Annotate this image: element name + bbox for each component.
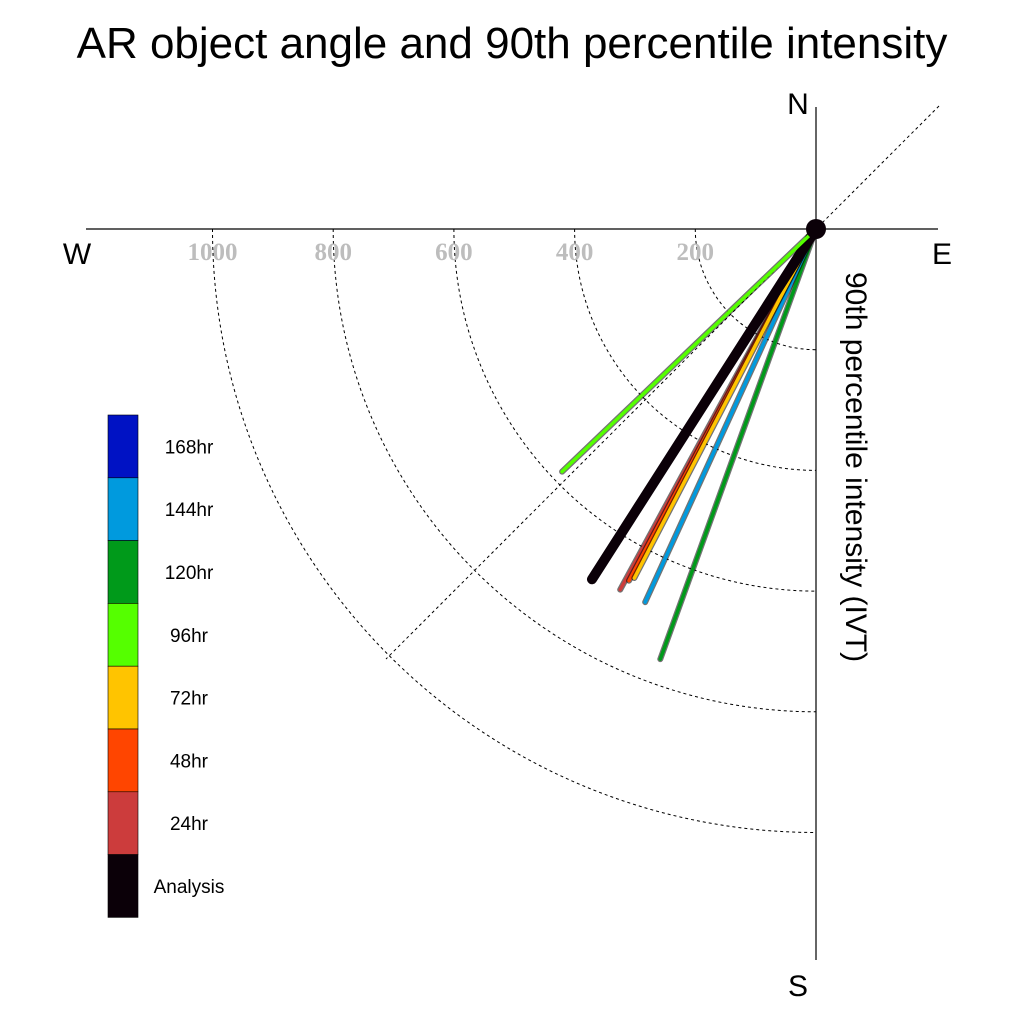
radial-tick-label: 600 [435,239,473,266]
radial-tick-label: 1000 [188,239,238,266]
radial-ring-600 [453,228,817,592]
radial-tick-label: 400 [556,239,594,266]
vector-144hr [642,226,819,606]
vector-line [643,227,818,604]
legend-label: 48hr [170,751,209,772]
diagonal-guide-line [385,105,940,660]
vector-line [632,227,818,580]
legend-swatch [107,414,139,479]
legend-swatch [107,540,139,604]
legend-swatch [107,791,139,855]
vector-line [658,227,818,661]
vector-line [560,227,818,474]
legend-label: Analysis [154,877,225,898]
vector-series [559,224,821,663]
compass-west-label: W [63,238,92,271]
radial-rings [212,228,817,833]
y-axis-label: 90th percentile intensity (IVT) [839,272,872,662]
legend-label: 120hr [165,563,214,584]
vector-72hr [631,226,819,582]
legend: 168hr 144hr 120hr 96hr 72hr 48hr 24hr Analysis [107,414,225,918]
radial-ring-800 [332,228,817,713]
legend-label: 24hr [170,814,209,835]
radial-ring-200 [694,228,817,351]
radial-tick-labels: 200 400 600 800 1000 [188,239,715,266]
legend-label: 168hr [165,437,214,458]
compass-south-label: S [788,970,808,1003]
vector-line [586,224,821,585]
origin-marker [806,219,826,239]
vector-analysis [586,224,821,585]
legend-label: 144hr [165,500,214,521]
legend-swatch [107,728,139,793]
legend-swatch [107,854,139,918]
compass-east-label: E [932,238,952,271]
radial-tick-label: 800 [314,239,352,266]
legend-label: 96hr [170,626,209,647]
legend-label: 72hr [170,689,209,710]
compass-north-label: N [787,88,809,121]
radial-ring-400 [574,228,817,471]
legend-swatch [107,477,139,541]
vector-96hr [559,226,819,475]
radial-ring-1000 [212,228,817,833]
chart-title: AR object angle and 90th percentile inte… [77,19,948,68]
legend-swatch [107,665,139,730]
legend-swatch [107,603,139,667]
vector-120hr [657,226,819,663]
radial-tick-label: 200 [677,239,715,266]
